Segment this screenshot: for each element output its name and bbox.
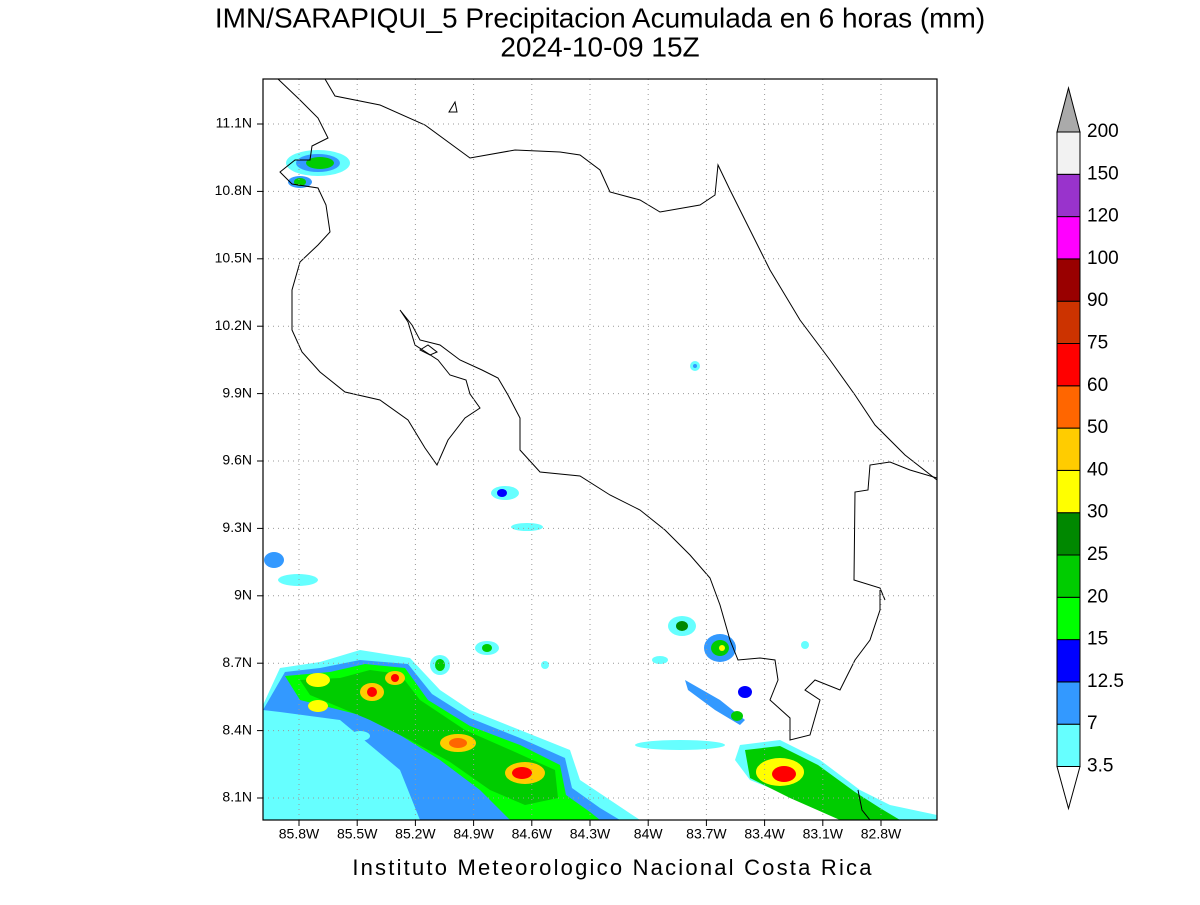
colorbar-label: 25 xyxy=(1087,544,1108,565)
colorbar-label: 50 xyxy=(1087,417,1108,438)
colorbar-label: 75 xyxy=(1087,333,1108,354)
colorbar-box xyxy=(1056,554,1081,598)
lat-label: 9N xyxy=(234,587,252,603)
colorbar-box xyxy=(1056,681,1081,725)
colorbar-label: 7 xyxy=(1087,713,1098,734)
colorbar-label: 200 xyxy=(1087,121,1119,142)
lon-label: 85.5W xyxy=(337,826,378,842)
colorbar-label: 20 xyxy=(1087,586,1108,607)
colorbar-label: 150 xyxy=(1087,163,1119,184)
lat-label: 10.2N xyxy=(215,317,252,333)
colorbar-label: 120 xyxy=(1087,206,1119,227)
rain-band-south xyxy=(263,650,640,820)
lat-label: 11.1N xyxy=(216,115,252,131)
coastlines xyxy=(277,79,937,820)
footer: Instituto Meteorologico Nacional Costa R… xyxy=(352,855,873,880)
subtitle: 2024-10-09 15Z xyxy=(500,31,699,62)
colorbar-label: 30 xyxy=(1087,502,1108,523)
colorbar-box xyxy=(1056,469,1081,514)
colorbar-box xyxy=(1056,343,1081,387)
lat-label: 9.6N xyxy=(222,452,252,468)
colorbar-over xyxy=(1056,86,1081,133)
colorbar-label: 40 xyxy=(1087,459,1108,480)
colorbar-label: 12.5 xyxy=(1087,671,1124,692)
colorbar-box xyxy=(1056,385,1081,429)
lon-label: 83.7W xyxy=(686,826,727,842)
lat-label: 10.5N xyxy=(215,250,252,266)
colorbar-label: 100 xyxy=(1087,248,1119,269)
colorbar-box xyxy=(1056,512,1081,556)
lon-label: 82.8W xyxy=(861,826,902,842)
colorbar-box xyxy=(1056,173,1081,218)
colorbar-box xyxy=(1056,427,1081,471)
lat-label: 9.9N xyxy=(222,384,252,400)
colorbar-box xyxy=(1056,131,1081,175)
precipitation xyxy=(263,150,937,820)
lon-label: 84.3W xyxy=(570,826,611,842)
rain-cells xyxy=(264,150,809,783)
lon-label: 84W xyxy=(634,826,664,842)
colorbar-box xyxy=(1056,723,1081,768)
lat-label: 9.3N xyxy=(222,519,252,535)
title: IMN/SARAPIQUI_5 Precipitacion Acumulada … xyxy=(215,2,985,33)
map-area xyxy=(263,79,937,820)
lon-label: 85.2W xyxy=(395,826,436,842)
colorbar-box xyxy=(1056,596,1081,641)
rain-band-east xyxy=(635,616,937,820)
colorbar-label: 3.5 xyxy=(1087,756,1113,777)
colorbar-box xyxy=(1056,216,1081,260)
lat-label: 8.4N xyxy=(222,721,252,737)
colorbar-label: 90 xyxy=(1087,290,1108,311)
lon-label: 83.4W xyxy=(744,826,785,842)
colorbar-box xyxy=(1056,258,1081,302)
colorbar-under xyxy=(1056,766,1081,811)
colorbar-box xyxy=(1056,300,1081,345)
colorbar-box xyxy=(1056,639,1081,683)
lon-label: 84.9W xyxy=(453,826,494,842)
lat-label: 8.1N xyxy=(222,789,252,805)
lon-label: 83.1W xyxy=(803,826,844,842)
lon-label: 84.6W xyxy=(512,826,553,842)
map-frame xyxy=(262,78,938,821)
lat-label: 10.8N xyxy=(215,182,252,198)
colorbar-label: 60 xyxy=(1087,375,1108,396)
colorbar-label: 15 xyxy=(1087,629,1108,650)
lat-label: 8.7N xyxy=(222,654,252,670)
lon-label: 85.8W xyxy=(279,826,320,842)
